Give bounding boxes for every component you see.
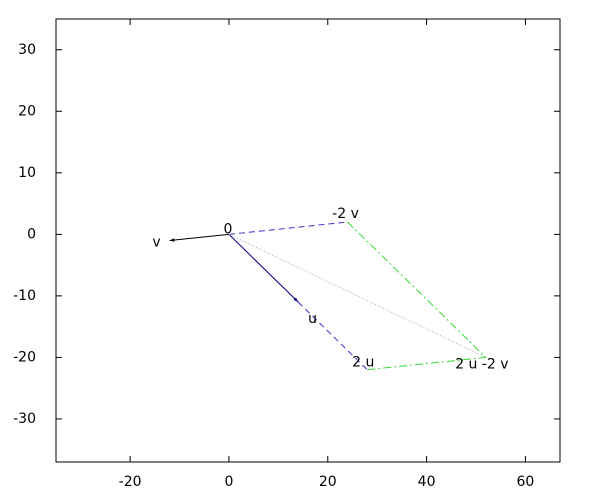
point-label: 2 u -2 v	[455, 356, 508, 372]
y-tick-label: 0	[27, 226, 36, 242]
segment	[367, 356, 486, 371]
y-tick-label: 20	[18, 103, 36, 119]
y-tick-label: -10	[13, 288, 36, 304]
y-tick-label: 10	[18, 165, 36, 181]
arrow-head	[169, 238, 175, 242]
x-tick-label: 60	[516, 474, 534, 490]
point-label: 2 u	[352, 355, 374, 371]
segment	[228, 221, 348, 235]
point-label: u	[308, 311, 317, 327]
segment	[347, 221, 487, 358]
arrow-head	[293, 297, 299, 303]
segment	[169, 233, 229, 241]
segment	[228, 233, 299, 303]
y-tick-label: -20	[13, 349, 36, 365]
x-tick-label: -20	[119, 474, 142, 490]
x-tick-label: 20	[319, 474, 337, 490]
x-tick-label: 40	[418, 474, 436, 490]
plot-frame	[55, 18, 561, 463]
y-tick-label: -30	[13, 411, 36, 427]
point-label: -2 v	[332, 206, 359, 222]
segment	[297, 301, 368, 371]
y-tick-label: 30	[18, 42, 36, 58]
x-tick-label: 0	[224, 474, 233, 490]
point-label: v	[152, 235, 160, 251]
point-label: 0	[223, 221, 232, 237]
segment	[228, 233, 487, 358]
